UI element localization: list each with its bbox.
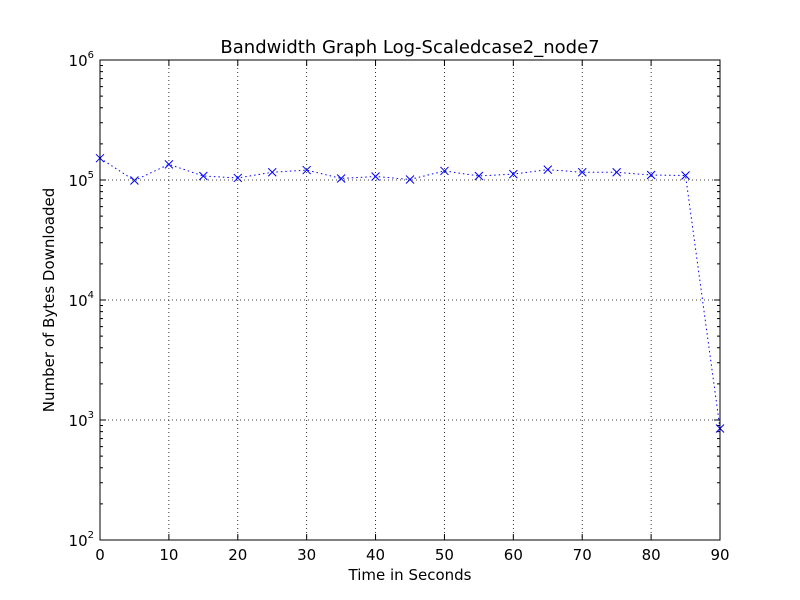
data-point-marker — [440, 166, 449, 176]
grid — [100, 60, 720, 540]
marker-stroke — [371, 172, 380, 181]
x-axis-title: Time in Seconds — [348, 566, 472, 584]
data-point-marker — [267, 167, 277, 177]
x-tick-label: 60 — [504, 546, 523, 564]
y-tick-label: 102 — [69, 530, 94, 550]
marker-stroke — [198, 171, 208, 181]
marker-stroke — [336, 174, 346, 183]
ticks: 0 10 20 30 40 50 60 70 80 90 102 103 104 105 106 — [69, 50, 730, 564]
marker-stroke — [646, 170, 656, 180]
data-point-marker — [612, 167, 622, 177]
data-point-marker — [198, 171, 208, 181]
x-tick-label: 90 — [710, 546, 729, 564]
marker-stroke — [577, 167, 587, 177]
data-point-marker — [405, 175, 415, 184]
chart-title: Bandwidth Graph Log-Scaledcase2_node7 — [220, 37, 599, 58]
data-point-marker — [164, 160, 174, 169]
data-point-marker — [577, 167, 587, 177]
x-tick-label: 30 — [297, 546, 316, 564]
x-tick-label: 80 — [642, 546, 661, 564]
data-point-marker — [371, 172, 380, 181]
y-tick-label: 106 — [69, 50, 94, 70]
marker-stroke — [543, 165, 553, 174]
marker-stroke — [164, 160, 174, 169]
x-tick-label: 10 — [159, 546, 178, 564]
data-point-marker — [646, 170, 656, 180]
marker-stroke — [681, 171, 690, 180]
marker-stroke — [612, 167, 622, 177]
data-point-marker — [681, 171, 690, 180]
marker-stroke — [474, 171, 484, 181]
data-point-marker — [233, 173, 243, 183]
marker-stroke — [508, 169, 518, 179]
data-point-marker — [543, 165, 553, 174]
x-tick-label: 0 — [95, 546, 105, 564]
y-tick-label: 105 — [69, 170, 94, 190]
data-point-marker — [508, 169, 518, 179]
data-point-marker — [336, 174, 346, 183]
marker-stroke — [405, 175, 415, 184]
marker-stroke — [302, 165, 312, 175]
x-tick-label: 50 — [435, 546, 454, 564]
data-point-marker — [130, 176, 139, 185]
data-point-marker — [302, 165, 312, 175]
x-tick-label: 20 — [228, 546, 247, 564]
marker-stroke — [440, 166, 449, 176]
y-axis-title: Number of Bytes Downloaded — [40, 188, 58, 412]
marker-stroke — [267, 167, 277, 177]
x-tick-label: 70 — [573, 546, 592, 564]
y-tick-label: 104 — [69, 290, 94, 310]
marker-stroke — [233, 173, 243, 183]
data-point-marker — [474, 171, 484, 181]
y-tick-label: 103 — [69, 410, 94, 430]
x-tick-label: 40 — [366, 546, 385, 564]
marker-stroke — [130, 176, 139, 185]
